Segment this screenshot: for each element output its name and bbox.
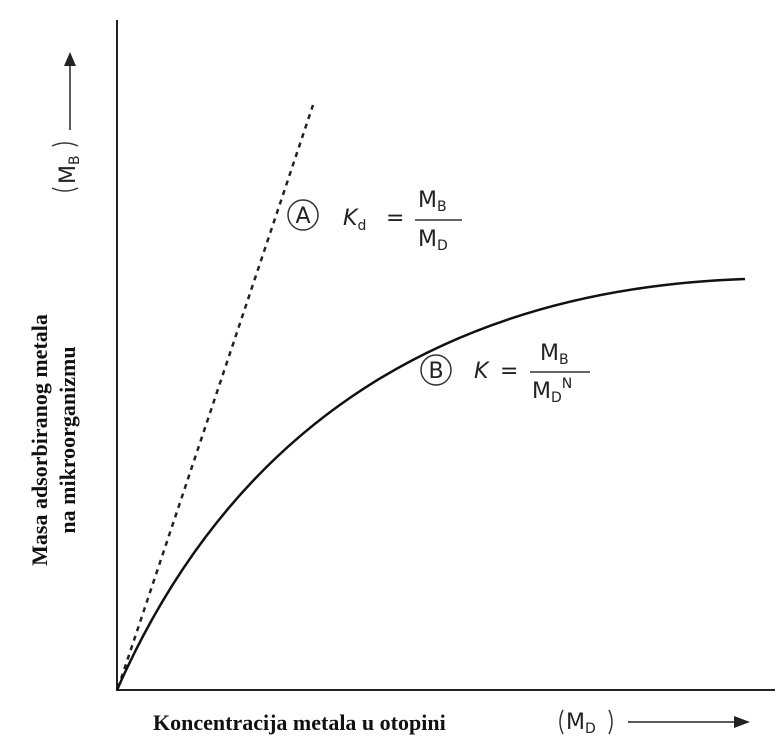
x-symbol: MD: [566, 710, 596, 737]
marker: A: [295, 204, 310, 229]
equals: =: [500, 359, 518, 384]
numerator: MB: [418, 188, 447, 215]
subscript: D: [551, 390, 562, 406]
symbol-letter: M: [566, 710, 585, 735]
paren: [51, 187, 79, 192]
denominator: MDN: [532, 376, 572, 406]
letter: M: [532, 379, 551, 404]
equals: =: [386, 206, 404, 231]
y-symbol: MB: [51, 142, 83, 192]
superscript: N: [562, 376, 572, 392]
letter: M: [540, 341, 559, 366]
arrow-head: [734, 716, 750, 728]
lhs-letter: K: [343, 206, 359, 231]
symbol-letter: M: [56, 165, 81, 184]
lhs: K: [474, 359, 490, 384]
y-label: Masa adsorbiranog metala na mikroorganiz…: [27, 314, 80, 566]
saturation-curve: [115, 277, 746, 691]
arrow-head: [64, 52, 76, 66]
y-label-line: na mikroorganizmu: [55, 346, 80, 533]
symbol: MB: [56, 155, 83, 184]
lhs: Kd: [343, 206, 366, 234]
symbol-subscript: B: [67, 155, 83, 165]
subscript: B: [437, 199, 447, 215]
paren: [51, 142, 79, 147]
y-label-line: Masa adsorbiranog metala: [27, 314, 52, 566]
marker-circle: [420, 354, 452, 386]
paren: [608, 709, 613, 735]
subscript: D: [437, 238, 448, 254]
subscript: B: [559, 352, 569, 368]
symbol-subscript: D: [585, 721, 596, 737]
denominator: MD: [418, 227, 448, 254]
letter: M: [418, 227, 437, 252]
numerator: MB: [540, 341, 569, 368]
linear-curve: [116, 104, 315, 689]
x-label: Koncentracija metala u otopini: [153, 710, 446, 735]
paren: [559, 709, 564, 735]
marker: B: [428, 359, 443, 384]
letter: M: [418, 188, 437, 213]
lhs-subscript: d: [357, 218, 366, 234]
marker-circle: [287, 199, 319, 231]
